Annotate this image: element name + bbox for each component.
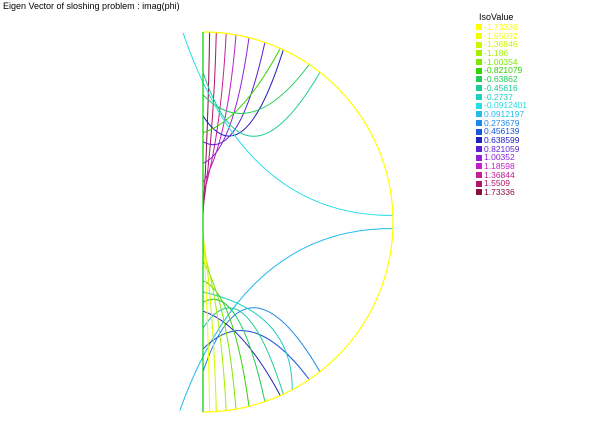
legend-label: -1.186 [484,48,509,59]
legend-swatch [476,180,482,187]
legend-item: -1.55092 [476,30,586,41]
legend-swatch [476,128,482,135]
legend-item: 1.73336 [476,188,586,197]
legend-swatch [476,102,482,109]
legend-item: -0.0912401 [476,101,586,110]
lower-contour-line [202,291,293,390]
lower-contour-line [202,261,237,410]
legend-item: -0.45616 [476,84,586,93]
legend-label: 0.456139 [484,126,520,137]
upper-contour-line [182,32,393,216]
legend-item: 0.638599 [476,136,586,145]
legend-item: 0.456139 [476,127,586,136]
legend-swatch [476,41,482,48]
legend: IsoValue -1.73336 -1.55092 -1.36846 -1.186-… [476,12,586,197]
legend-label: -1.73336 [484,22,518,32]
legend-swatch [476,145,482,152]
legend-label: -0.63862 [484,74,518,85]
upper-contour-line [202,49,284,137]
lower-contour-line [202,228,211,412]
contour-lines [179,32,393,412]
legend-label: -0.0912401 [484,100,528,111]
legend-label: 0.0912197 [484,108,525,119]
legend-swatch [476,85,482,92]
legend-item: 1.00352 [476,153,586,162]
legend-swatch [476,93,482,100]
legend-item: 1.36844 [476,169,586,180]
legend-swatch [476,24,482,31]
legend-item: 0.273679 [476,117,586,128]
legend-item: -0.2737 [476,91,586,102]
legend-label: -0.821079 [484,65,523,76]
legend-swatch [476,137,482,144]
legend-item: -1.73336 [476,23,586,32]
legend-label: 0.821059 [484,143,520,154]
lower-contour-line [202,235,217,412]
legend-item: 1.5509 [476,179,586,188]
legend-item: -1.00354 [476,58,586,67]
legend-item: 0.0912197 [476,110,586,119]
lower-contour-line [202,280,250,407]
legend-label: 1.36844 [484,169,515,180]
legend-swatch [476,154,482,161]
legend-swatch [476,163,482,170]
legend-item: 0.821059 [476,143,586,154]
legend-label: -0.45616 [484,82,518,93]
upper-contour-line [202,34,237,183]
legend-swatch [476,33,482,40]
legend-swatch [476,172,482,179]
lower-contour-line [202,298,266,402]
lower-contour-line [202,307,321,372]
legend-swatch [476,50,482,57]
domain-boundary-arc [202,31,394,413]
upper-contour-line [202,48,281,134]
legend-label: -1.36846 [484,39,518,50]
legend-label: -0.2737 [484,91,513,102]
upper-contour-line [202,64,310,115]
legend-label: 1.18598 [484,161,515,171]
legend-swatch [476,59,482,66]
chart-title: Eigen Vector of sloshing problem : imag(… [3,1,180,11]
legend-label: 0.638599 [484,134,520,145]
legend-label: 1.00352 [484,152,515,163]
legend-item: -1.36846 [476,40,586,49]
legend-item: -0.821079 [476,66,586,75]
legend-swatch [476,111,482,118]
upper-contour-line [202,42,266,146]
upper-contour-line [202,32,211,216]
upper-contour-line [202,37,250,164]
legend-swatch [476,67,482,74]
legend-label: 1.5509 [484,178,510,189]
legend-label: 0.273679 [484,117,520,128]
legend-item: -0.63862 [476,75,586,84]
legend-swatch [476,119,482,126]
lower-contour-line [202,307,284,395]
legend-label: -1.00354 [484,56,518,67]
legend-item: 1.18598 [476,162,586,171]
legend-items: -1.73336 -1.55092 -1.36846 -1.186 -1.00354 -0… [476,23,586,197]
lower-contour-line [179,228,393,411]
lower-contour-line [202,329,310,380]
legend-label: -1.55092 [484,30,518,41]
legend-swatch [476,76,482,83]
legend-label: 1.73336 [484,187,515,198]
legend-swatch [476,189,482,196]
legend-title: IsoValue [479,12,514,22]
legend-item: -1.186 [476,49,586,58]
upper-contour-line [202,72,321,137]
